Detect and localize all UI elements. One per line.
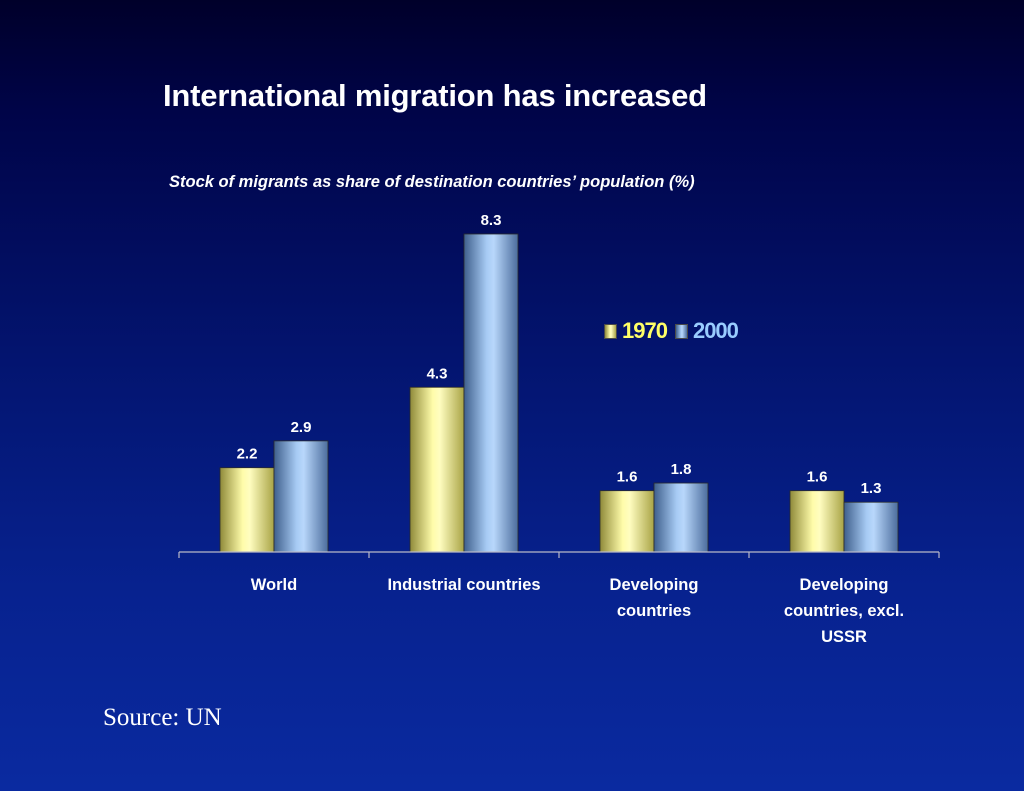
data-label-1970-1: 4.3: [427, 365, 448, 382]
source-note: Source: UN: [103, 704, 222, 731]
data-label-2000-0: 2.9: [291, 419, 312, 436]
legend-swatch-2000: [674, 323, 688, 339]
category-label-0: World: [251, 576, 297, 594]
legend-item-2000: 2000: [674, 318, 739, 344]
data-label-2000-2: 1.8: [671, 461, 692, 478]
legend: 1970 2000: [604, 318, 746, 344]
bar-2000-0: [273, 440, 329, 553]
category-label-3: Developing countries, excl. USSR: [784, 576, 904, 646]
data-label-1970-3: 1.6: [807, 469, 828, 486]
bar-1970-1: [409, 386, 465, 553]
category-label-2: Developing countries: [610, 576, 699, 620]
data-label-1970-2: 1.6: [617, 469, 638, 486]
data-label-1970-0: 2.2: [237, 446, 258, 463]
bar-1970-2: [599, 490, 655, 553]
legend-label-2000: 2000: [692, 318, 739, 343]
slide-title: International migration has increased: [163, 78, 707, 113]
bar-1970-3: [789, 490, 845, 553]
data-labels: 2.2 2.9 World 4.3 8.3 Industrial countries 1.6…: [237, 212, 905, 646]
legend-label-1970: 1970: [622, 318, 668, 343]
legend-item-1970: 1970: [604, 318, 668, 344]
bar-1970-0: [219, 467, 275, 553]
chart-title: Stock of migrants as share of destinatio…: [169, 173, 695, 191]
x-axis: [178, 551, 940, 558]
data-label-2000-3: 1.3: [861, 480, 882, 497]
category-label-1: Industrial countries: [387, 576, 540, 594]
bar-2000-3: [843, 501, 899, 553]
bar-2000-2: [653, 482, 709, 553]
bar-2000-1: [463, 233, 519, 553]
data-label-2000-1: 8.3: [481, 212, 502, 229]
bars: [219, 233, 899, 553]
legend-swatch-1970: [604, 323, 617, 339]
